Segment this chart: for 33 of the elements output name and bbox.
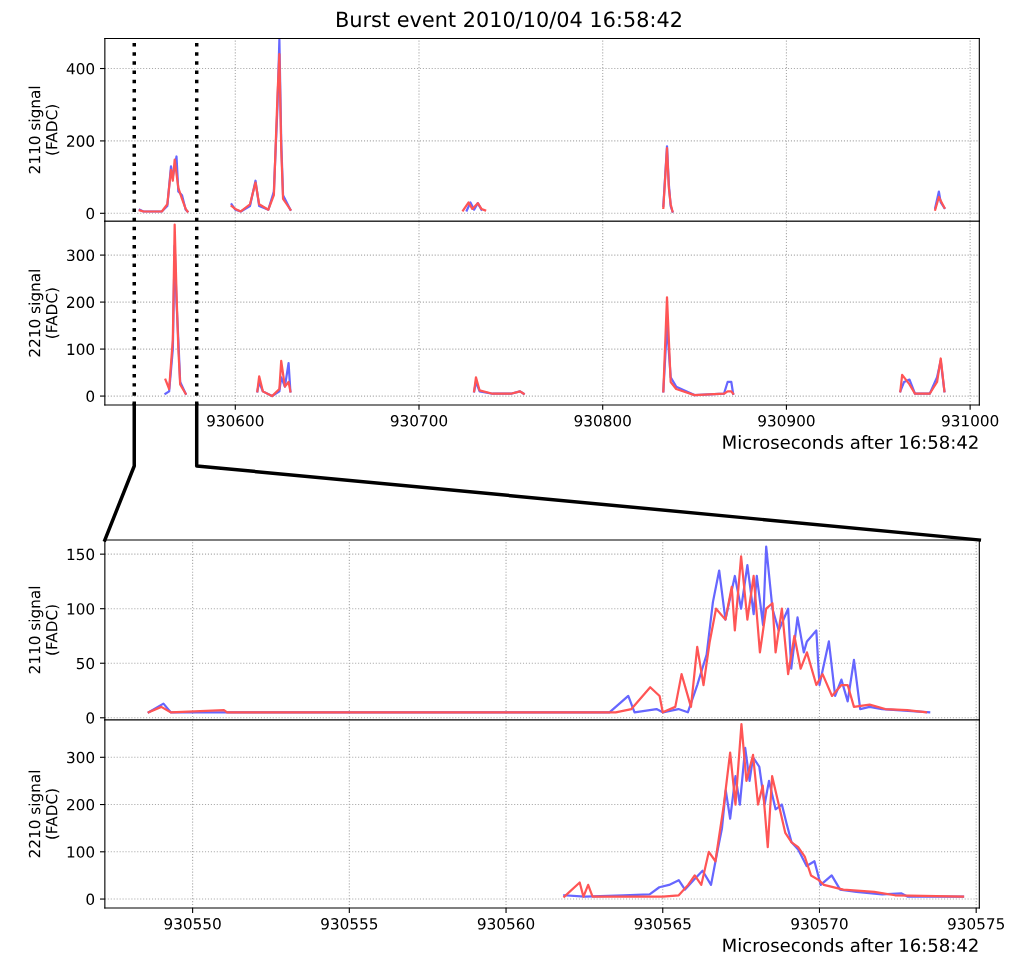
y-tick-label: 0 bbox=[86, 712, 95, 724]
y-tick-label: 200 bbox=[67, 296, 95, 309]
y-tick-label: 200 bbox=[67, 799, 95, 811]
x-tick-label: 930600 bbox=[207, 414, 264, 427]
x-axis-title: Microseconds after 16:58:42 bbox=[723, 938, 978, 953]
x-tick-label: 930700 bbox=[390, 414, 448, 427]
y-tick-label: 300 bbox=[67, 751, 95, 764]
x-tick-label: 930570 bbox=[791, 918, 848, 930]
x-tick-label: 930560 bbox=[477, 918, 535, 930]
y-tick-label: 300 bbox=[67, 249, 95, 262]
y-tick-label: 0 bbox=[86, 390, 95, 403]
y-tick-label: 100 bbox=[67, 603, 95, 615]
y-tick-label: 150 bbox=[67, 548, 95, 561]
x-tick-label: 930550 bbox=[164, 918, 221, 930]
chart-title: Burst event 2010/10/04 16:58:42 bbox=[337, 11, 681, 29]
x-tick-label: 930555 bbox=[321, 918, 378, 930]
y-axis-title: 2210 signal (FADC) bbox=[28, 270, 60, 357]
y-axis-title: 2110 signal (FADC) bbox=[28, 586, 60, 674]
y-axis-title: 2110 signal (FADC) bbox=[28, 86, 60, 174]
x-tick-label: 930575 bbox=[947, 918, 1005, 930]
y-tick-label: 200 bbox=[67, 135, 95, 147]
y-tick-label: 400 bbox=[66, 62, 95, 75]
x-tick-label: 930900 bbox=[758, 414, 815, 427]
y-tick-label: 0 bbox=[86, 207, 95, 220]
x-axis-title: Microseconds after 16:58:42 bbox=[723, 435, 978, 450]
y-axis-title: 2210 signal (FADC) bbox=[28, 770, 60, 858]
x-tick-label: 931000 bbox=[941, 414, 999, 427]
y-tick-label: 100 bbox=[67, 846, 95, 858]
y-tick-label: 0 bbox=[86, 893, 95, 906]
y-tick-label: 50 bbox=[76, 657, 95, 670]
x-tick-label: 930800 bbox=[574, 414, 631, 427]
x-tick-label: 930565 bbox=[634, 918, 691, 930]
y-tick-label: 100 bbox=[67, 343, 95, 356]
